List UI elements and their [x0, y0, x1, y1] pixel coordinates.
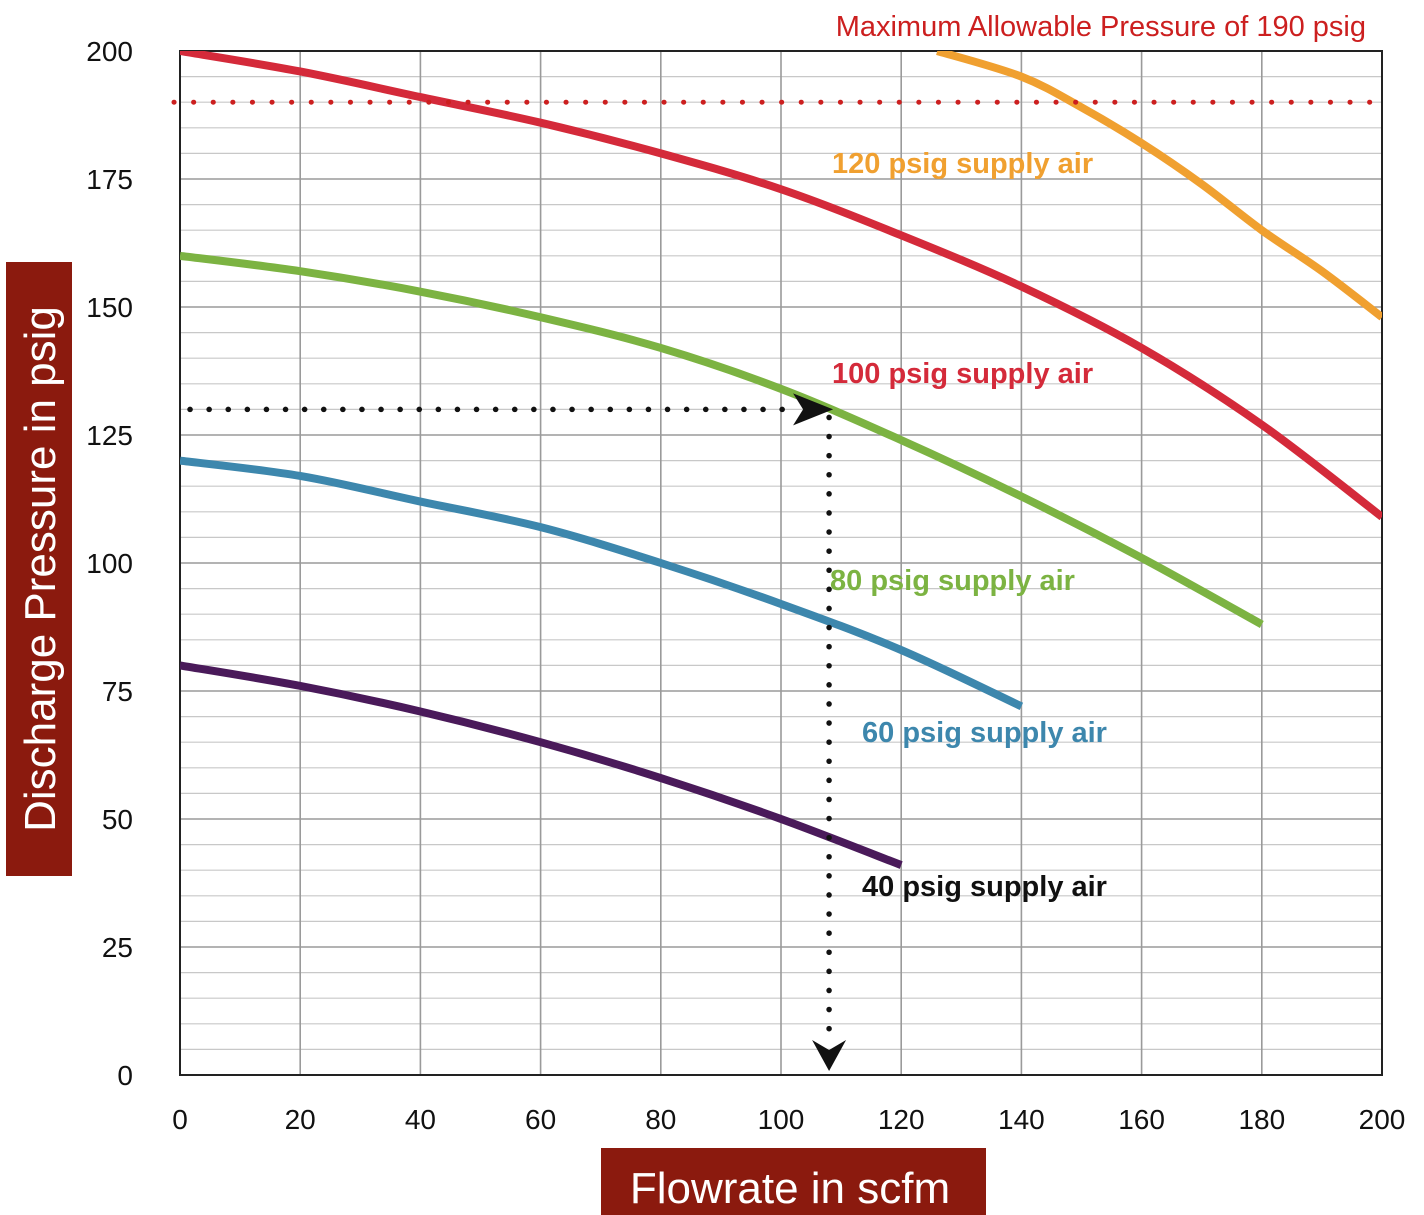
series-label-100-psig: 100 psig supply air [832, 358, 1093, 390]
y-tick-label: 50 [102, 804, 133, 835]
y-tick-label: 175 [86, 164, 133, 195]
y-tick-label: 200 [86, 36, 133, 67]
series-label-120-psig: 120 psig supply air [832, 148, 1093, 180]
series-line-100-psig [180, 51, 1382, 521]
x-tick-label: 60 [525, 1104, 556, 1135]
series-line-120-psig [936, 51, 1382, 321]
plot-frame [179, 50, 1383, 1076]
y-tick-label: 25 [102, 932, 133, 963]
vertical-arrowhead [812, 1040, 847, 1071]
series-label-40-psig: 40 psig supply air [862, 871, 1107, 903]
series-label-80-psig: 80 psig supply air [830, 565, 1075, 597]
x-tick-label: 80 [645, 1104, 676, 1135]
y-axis-title: Discharge Pressure in psig [6, 262, 72, 876]
x-tick-label: 100 [758, 1104, 805, 1135]
x-axis-title-background [601, 1148, 986, 1215]
x-tick-label: 160 [1118, 1104, 1165, 1135]
max-pressure-label: Maximum Allowable Pressure of 190 psig [836, 11, 1366, 43]
x-tick-label: 40 [405, 1104, 436, 1135]
x-axis-title-text: Flowrate in scfm [630, 1164, 950, 1213]
x-tick-label: 180 [1238, 1104, 1285, 1135]
series-layer [180, 51, 1382, 869]
series-line-40-psig [180, 661, 903, 869]
y-tick-label: 100 [86, 548, 133, 579]
x-tick-label: 20 [285, 1104, 316, 1135]
y-axis-title-text: Discharge Pressure in psig [16, 306, 65, 832]
series-labels: 120 psig supply air 100 psig supply air 80… [830, 148, 1107, 903]
x-axis-title: Flowrate in scfm [601, 1148, 986, 1215]
series-line-80-psig [180, 251, 1264, 628]
series-label-60-psig: 60 psig supply air [862, 717, 1107, 749]
x-tick-label: 200 [1359, 1104, 1406, 1135]
x-tick-label: 120 [878, 1104, 925, 1135]
major-grid [179, 50, 1383, 1076]
horizontal-arrowhead [793, 393, 834, 426]
y-tick-label: 125 [86, 420, 133, 451]
y-tick-label: 150 [86, 292, 133, 323]
y-axis-title-background [6, 262, 72, 876]
x-tick-label: 140 [998, 1104, 1045, 1135]
x-tick-label: 0 [172, 1104, 188, 1135]
series-line-60-psig [180, 456, 1024, 710]
y-tick-label: 0 [117, 1060, 133, 1091]
y-tick-label: 75 [102, 676, 133, 707]
operating-point-layer [187, 393, 847, 1071]
tick-labels: 0 20 40 60 80 100 120 140 160 180 200 0 25 50 75 100 125… [86, 36, 1405, 1135]
